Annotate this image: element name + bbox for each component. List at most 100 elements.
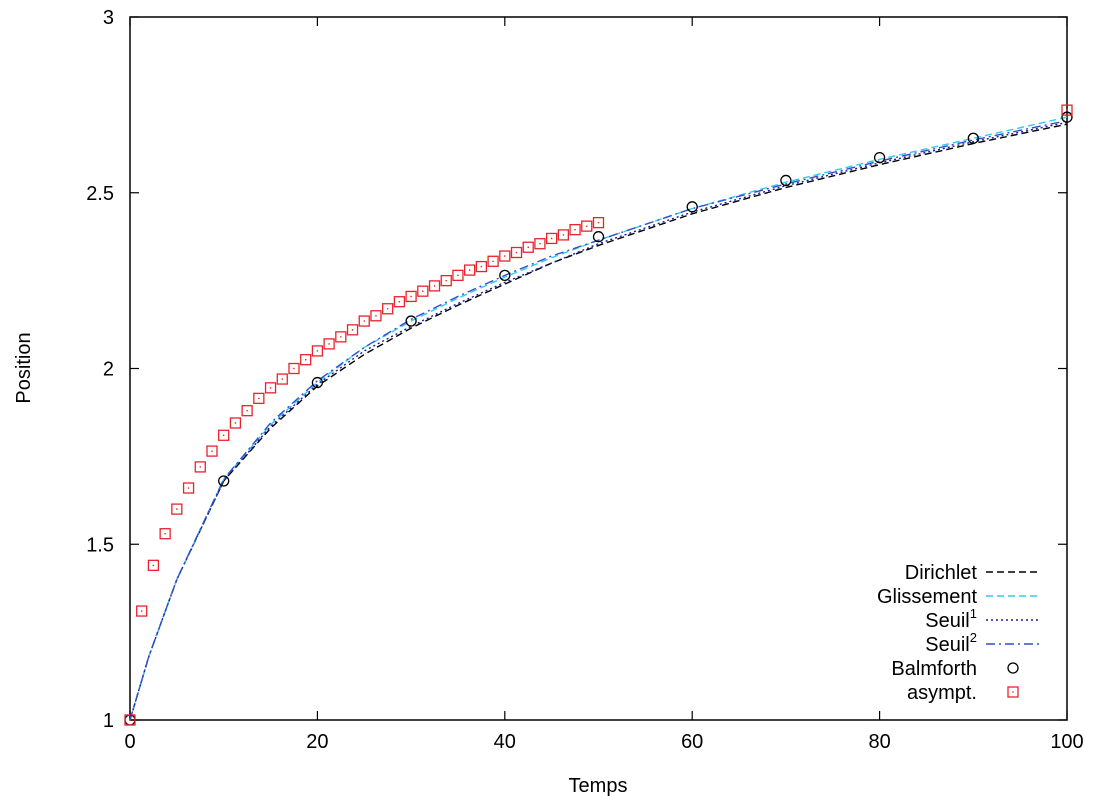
balmforth-point <box>405 315 417 327</box>
balmforth-point <box>873 151 886 164</box>
asympt-point-dot <box>316 350 319 352</box>
asympt-point-dot <box>445 279 448 282</box>
x-axis-title: Temps <box>569 775 628 797</box>
asympt-point <box>182 482 195 494</box>
x-tick-label: 100 <box>1050 731 1083 753</box>
legend-label: asympt. <box>907 682 977 704</box>
asympt-point <box>428 280 441 292</box>
asympt-point <box>417 285 429 297</box>
asympt-point-dot <box>199 466 202 468</box>
balmforth-point <box>311 376 324 389</box>
balmforth-point <box>686 201 698 213</box>
asympt-point <box>569 224 581 236</box>
asympt-point-dot <box>222 434 225 437</box>
y-tick-label: 1 <box>103 710 114 732</box>
asympt-point <box>276 373 288 385</box>
asympt-point <box>522 241 534 253</box>
asympt-point <box>288 362 300 375</box>
asympt-point <box>534 238 546 250</box>
legend-sample <box>1007 662 1019 674</box>
series-4 <box>124 111 1073 726</box>
asympt-point <box>311 345 324 357</box>
asympt-point <box>546 232 558 245</box>
asympt-point-dot <box>492 260 494 263</box>
legend-sample <box>1007 686 1019 698</box>
asympt-point-dot <box>187 487 190 489</box>
asympt-point-dot <box>375 314 377 317</box>
asympt-point <box>1061 104 1073 116</box>
asympt-point-dot <box>1066 109 1068 111</box>
legend-label: Glissement <box>877 586 977 608</box>
series-layer <box>124 104 1073 726</box>
legend-sample-dot <box>1012 691 1014 693</box>
asympt-point <box>358 315 370 327</box>
balmforth-point <box>1061 111 1073 123</box>
asympt-point-dot <box>340 336 342 338</box>
asympt-point <box>300 354 312 366</box>
x-tick-label: 80 <box>868 731 890 753</box>
x-tick-label: 0 <box>124 731 135 753</box>
legend-label-superscript: 1 <box>970 606 977 621</box>
asympt-point <box>346 324 359 336</box>
asympt-point <box>464 264 476 276</box>
asympt-point <box>440 274 452 287</box>
asympt-point <box>136 605 148 617</box>
asympt-point-dot <box>293 367 295 370</box>
asympt-point-dot <box>398 300 401 303</box>
asympt-point-dot <box>140 610 143 612</box>
series-5 <box>124 104 1073 726</box>
asympt-point <box>335 331 347 343</box>
balmforth-point <box>967 132 979 144</box>
legend-label-name: Dirichlet <box>905 562 978 584</box>
legend-label-name: Seuil <box>925 610 969 632</box>
asympt-point-dot <box>585 225 588 227</box>
balmforth-point <box>218 475 230 487</box>
asympt-point-dot <box>363 320 366 322</box>
legend-label: Dirichlet <box>905 562 978 584</box>
asympt-point <box>487 255 499 267</box>
asympt-point-dot <box>328 343 330 345</box>
asympt-point-dot <box>550 237 553 240</box>
asympt-point <box>370 310 382 322</box>
balmforth-point <box>499 269 511 282</box>
asympt-point-dot <box>433 285 436 287</box>
asympt-point-dot <box>504 255 506 257</box>
asympt-point <box>206 445 218 457</box>
asympt-point-dot <box>152 564 155 567</box>
asympt-point <box>241 405 253 417</box>
asympt-point <box>382 303 394 315</box>
x-tick-label: 20 <box>306 731 328 753</box>
series-line <box>129 120 1068 721</box>
asympt-point <box>499 250 511 262</box>
axis-ticks: 0 20 40 60 80 100 1 1.5 2 2.5 3 <box>86 7 1084 753</box>
asympt-point <box>323 338 335 350</box>
legend-label-name: Balmforth <box>891 658 977 680</box>
y-tick-label: 3 <box>103 7 114 29</box>
asympt-point <box>147 559 160 571</box>
asympt-point <box>253 392 265 405</box>
asympt-point-dot <box>386 307 389 310</box>
legend-label: Balmforth <box>891 658 977 680</box>
asympt-point-dot <box>597 221 600 224</box>
asympt-point-dot <box>164 532 166 535</box>
asympt-point <box>393 296 406 308</box>
asympt-point-dot <box>304 358 307 361</box>
y-tick-label: 2.5 <box>86 183 114 205</box>
asympt-point <box>194 461 206 473</box>
x-tick-label: 40 <box>494 731 516 753</box>
y-tick-label: 2 <box>103 359 114 381</box>
asympt-point <box>592 216 605 229</box>
asympt-point-dot <box>234 422 237 424</box>
asympt-point-dot <box>468 269 471 271</box>
asympt-point-dot <box>480 265 483 268</box>
asympt-point-dot <box>211 450 213 452</box>
asympt-point-dot <box>258 397 260 400</box>
asympt-point-dot <box>574 228 576 231</box>
asympt-point-dot <box>176 508 178 510</box>
legend-label: Seuil1 <box>925 606 977 632</box>
legend-label: Seuil2 <box>925 630 977 656</box>
y-tick-label: 1.5 <box>86 534 114 556</box>
balmforth-point <box>780 174 792 187</box>
asympt-point <box>171 503 183 515</box>
